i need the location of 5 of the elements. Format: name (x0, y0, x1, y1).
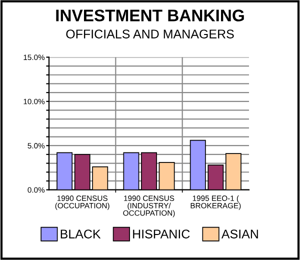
legend-label: ASIAN (221, 230, 258, 238)
chart-title: INVESTMENT BANKING (56, 10, 244, 22)
chart-subtitle: OFFICIALS AND MANAGERS (66, 30, 234, 38)
legend-label: HISPANIC (133, 230, 190, 238)
legend-label: BLACK (60, 230, 101, 238)
